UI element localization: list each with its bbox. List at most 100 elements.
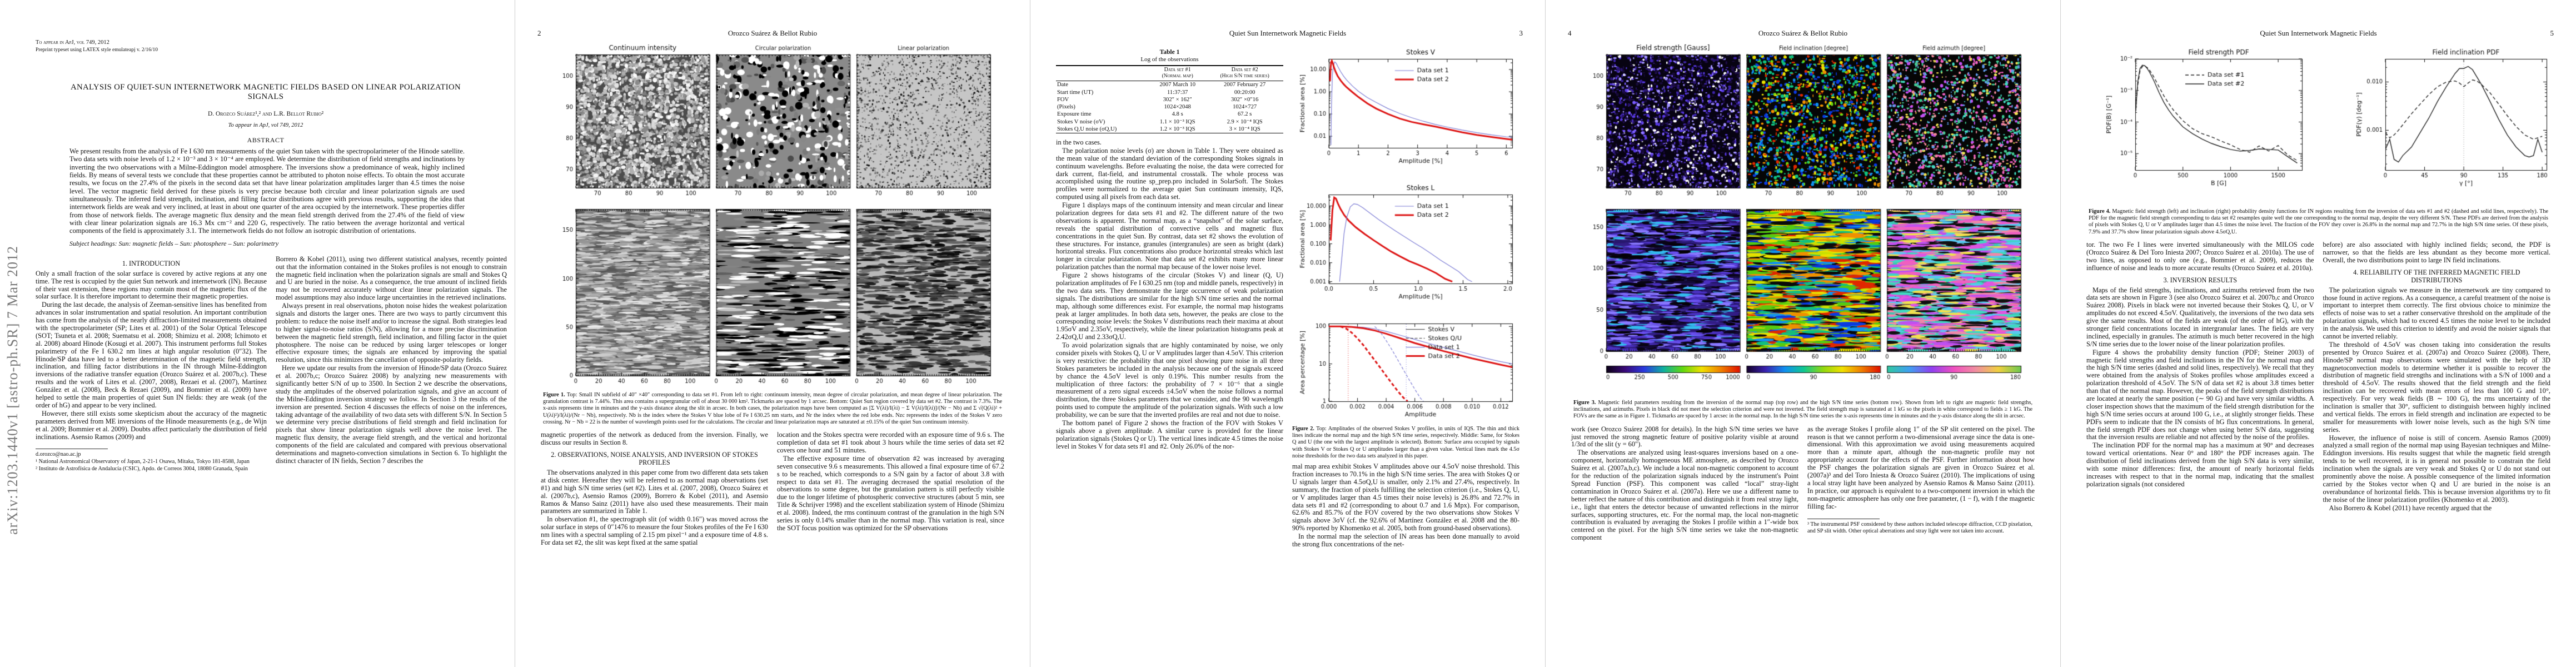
preprint-line-1: To appear in ApJ, vol 749, 2012: [36, 39, 515, 47]
cell: 302″ ×0″16: [1206, 96, 1283, 103]
section-4-heading: 4. RELIABILITY OF THE INFERRED MAGNETIC …: [2328, 268, 2547, 284]
table-row: Start time (UT) 11:37:37 00:20:00: [1056, 89, 1283, 96]
paragraph: Always present in real observations, pho…: [276, 302, 507, 364]
figure-1-label: Figure 1.: [543, 392, 565, 398]
page1-left-column: 1. INTRODUCTION Only a small fraction of…: [36, 256, 267, 473]
table-row: Exposure time 4.8 s 67.2 s: [1056, 111, 1283, 118]
figure-4-label: Figure 4.: [2089, 208, 2110, 215]
footnote-email: d.orozco@nao.ac.jp: [36, 451, 267, 459]
table-1-subtitle: Log of the observations: [1056, 56, 1283, 63]
page-number: 5: [2520, 29, 2554, 38]
row-label: (Pixels): [1056, 103, 1149, 111]
row-label: Stokes Q,U noise (σQ,U): [1056, 126, 1149, 133]
page2-right-column: location and the Stokes spectra were rec…: [777, 431, 1004, 547]
section-3-heading: 3. INVERSION RESULTS: [2091, 276, 2310, 284]
paragraph: Figure 2 shows histograms of the circula…: [1056, 272, 1283, 341]
table-header-row: Data set #1 (Normal map) Data set #2 (High…: [1056, 66, 1283, 81]
paragraph: magnetic properties of the network as de…: [541, 431, 768, 447]
paper-date-line: To appear in ApJ, vol 749, 2012: [17, 122, 515, 128]
table-row: Date 2007 March 10 2007 February 27: [1056, 81, 1283, 89]
running-header: 4 Orozco Suárez & Bellot Rubio: [1568, 29, 2038, 38]
page3-left-column: Table 1 Log of the observations Data set…: [1056, 46, 1283, 549]
row-label: FOV: [1056, 96, 1149, 103]
paper-strip: arXiv:1203.1440v1 [astro-ph.SR] 7 Mar 20…: [0, 0, 2576, 667]
row-label: Date: [1056, 81, 1149, 89]
paragraph: mal map area exhibit Stokes V amplitudes…: [1292, 463, 1519, 532]
paragraph: Here we update our results from the inve…: [276, 365, 507, 465]
arxiv-watermark: arXiv:1203.1440v1 [astro-ph.SR] 7 Mar 20…: [4, 246, 21, 535]
paragraph: Only a small fraction of the solar surfa…: [36, 270, 267, 301]
paragraph: The observations analyzed in this paper …: [541, 469, 768, 515]
page4-right-column: as the average Stokes I profile along 1″…: [1807, 426, 2035, 542]
page5-left-column: tor. The two Fe I lines were inverted si…: [2086, 241, 2314, 513]
paragraph: before) are also associated with highly …: [2323, 241, 2551, 265]
paragraph: The inclination PDF for the normal map h…: [2086, 442, 2314, 488]
figure-3-caption: Figure 3. Magnetic field parameters resu…: [1573, 400, 2032, 420]
page5-right-column: before) are also associated with highly …: [2323, 241, 2551, 513]
cell: 00:20:00: [1206, 89, 1283, 96]
page-5: Quiet Sun Internetwork Magnetic Fields 5…: [2061, 0, 2576, 667]
preprint-note: To appear in ApJ, vol 749, 2012 Preprint…: [36, 39, 515, 54]
header-text: Data set #2: [1232, 67, 1258, 73]
cell: 2007 February 27: [1206, 81, 1283, 89]
running-title: Orozco Suárez & Bellot Rubio: [571, 29, 974, 38]
paragraph: In observation #1, the spectrograph slit…: [541, 516, 768, 547]
col-header-dataset2: Data set #2 (High S/N time series): [1206, 66, 1283, 81]
running-title: Quiet Sun Internetwork Magnetic Fields: [2116, 29, 2520, 38]
page1-right-column: Borrero & Kobel (2011), using two differ…: [276, 256, 507, 473]
subject-headings-text: Subject headings: Sun: magnetic fields –…: [69, 240, 278, 247]
header-text: Data set #1: [1164, 67, 1191, 73]
paper-title: ANALYSIS OF QUIET-SUN INTERNETWORK MAGNE…: [56, 83, 476, 102]
figure-1-caption: Figure 1. Top: Small IN subfield of 40″ …: [543, 392, 1002, 426]
cell: 1024×727: [1206, 103, 1283, 111]
cell: 1024×2048: [1149, 103, 1206, 111]
figure-1-canvas: [550, 41, 995, 386]
figure-2-caption: Figure 2. Top: Amplitudes of the observe…: [1292, 426, 1519, 460]
cell: 4.8 s: [1149, 111, 1206, 118]
page-1: arXiv:1203.1440v1 [astro-ph.SR] 7 Mar 20…: [0, 0, 515, 667]
observations-table: Data set #1 (Normal map) Data set #2 (High…: [1056, 65, 1283, 133]
paragraph: Figure 4 shows the probability density f…: [2086, 349, 2314, 442]
cell: 11:37:37: [1149, 89, 1206, 96]
figure-2-canvas: [1292, 46, 1531, 421]
paragraph: Maps of the field strengths, inclination…: [2086, 287, 2314, 349]
paper-authors: D. Orozco Suárez¹,² and L.R. Bellot Rubi…: [17, 111, 515, 117]
paragraph: However, the influence of noise is still…: [2323, 435, 2551, 504]
figure-2: [1292, 46, 1519, 424]
row-label: Exposure time: [1056, 111, 1149, 118]
running-header: 2 Orozco Suárez & Bellot Rubio: [537, 29, 1008, 38]
section-1-heading: 1. INTRODUCTION: [40, 260, 262, 267]
preprint-line-2: Preprint typeset using LATEX style emula…: [36, 47, 515, 54]
figure-3: [1546, 41, 2060, 396]
figure-4: [2061, 41, 2576, 205]
running-title: Orozco Suárez & Bellot Rubio: [1601, 29, 2005, 38]
cell: 2.9 × 10⁻⁴ IQS: [1206, 118, 1283, 126]
cell: 3 × 10⁻⁴ IQS: [1206, 126, 1283, 133]
footnote-block: d.orozco@nao.ac.jp ¹ National Astronomic…: [36, 449, 267, 472]
abstract-text: We present results from the analysis of …: [69, 147, 465, 235]
row-label: Stokes V noise (σV): [1056, 118, 1149, 126]
footnote-3: ³ The instrumental PSF considered by the…: [1807, 521, 2035, 536]
subject-headings: Subject headings: Sun: magnetic fields –…: [69, 240, 465, 248]
cell: 1.2 × 10⁻³ IQS: [1149, 126, 1206, 133]
paragraph: Borrero & Kobel (2011), using two differ…: [276, 256, 507, 302]
section-2-heading: 2. OBSERVATIONS, NOISE ANALYSIS, AND INV…: [545, 451, 764, 466]
page-number: 2: [537, 29, 571, 38]
paragraph: tor. The two Fe I lines were inverted si…: [2086, 241, 2314, 272]
table-1-title: Table 1: [1056, 49, 1283, 56]
figure-2-label: Figure 2.: [1292, 426, 1314, 432]
figure-1: [515, 41, 1030, 389]
figure-3-caption-text: Magnetic field parameters resulting from…: [1573, 400, 2032, 419]
table-1: Table 1 Log of the observations Data set…: [1056, 49, 1283, 133]
figure-1-caption-text: Top: Small IN subfield of 40″ ×40″ corre…: [543, 392, 1002, 425]
running-title: Quiet Sun Internetwork Magnetic Fields: [1086, 29, 1489, 38]
cell: 2007 March 10: [1149, 81, 1206, 89]
paragraph: To avoid polarization signals that are h…: [1056, 342, 1283, 419]
cell: 302″ × 162″: [1149, 96, 1206, 103]
page-3: Quiet Sun Internetwork Magnetic Fields 3…: [1030, 0, 1546, 667]
table-row: Stokes Q,U noise (σQ,U) 1.2 × 10⁻³ IQS 3 ×…: [1056, 126, 1283, 133]
cell: 1.1 × 10⁻³ IQS: [1149, 118, 1206, 126]
paragraph: Figure 1 displays maps of the continuum …: [1056, 202, 1283, 271]
paragraph: The polarization noise levels (σ) are sh…: [1056, 147, 1283, 201]
table-row: FOV 302″ × 162″ 302″ ×0″16: [1056, 96, 1283, 103]
